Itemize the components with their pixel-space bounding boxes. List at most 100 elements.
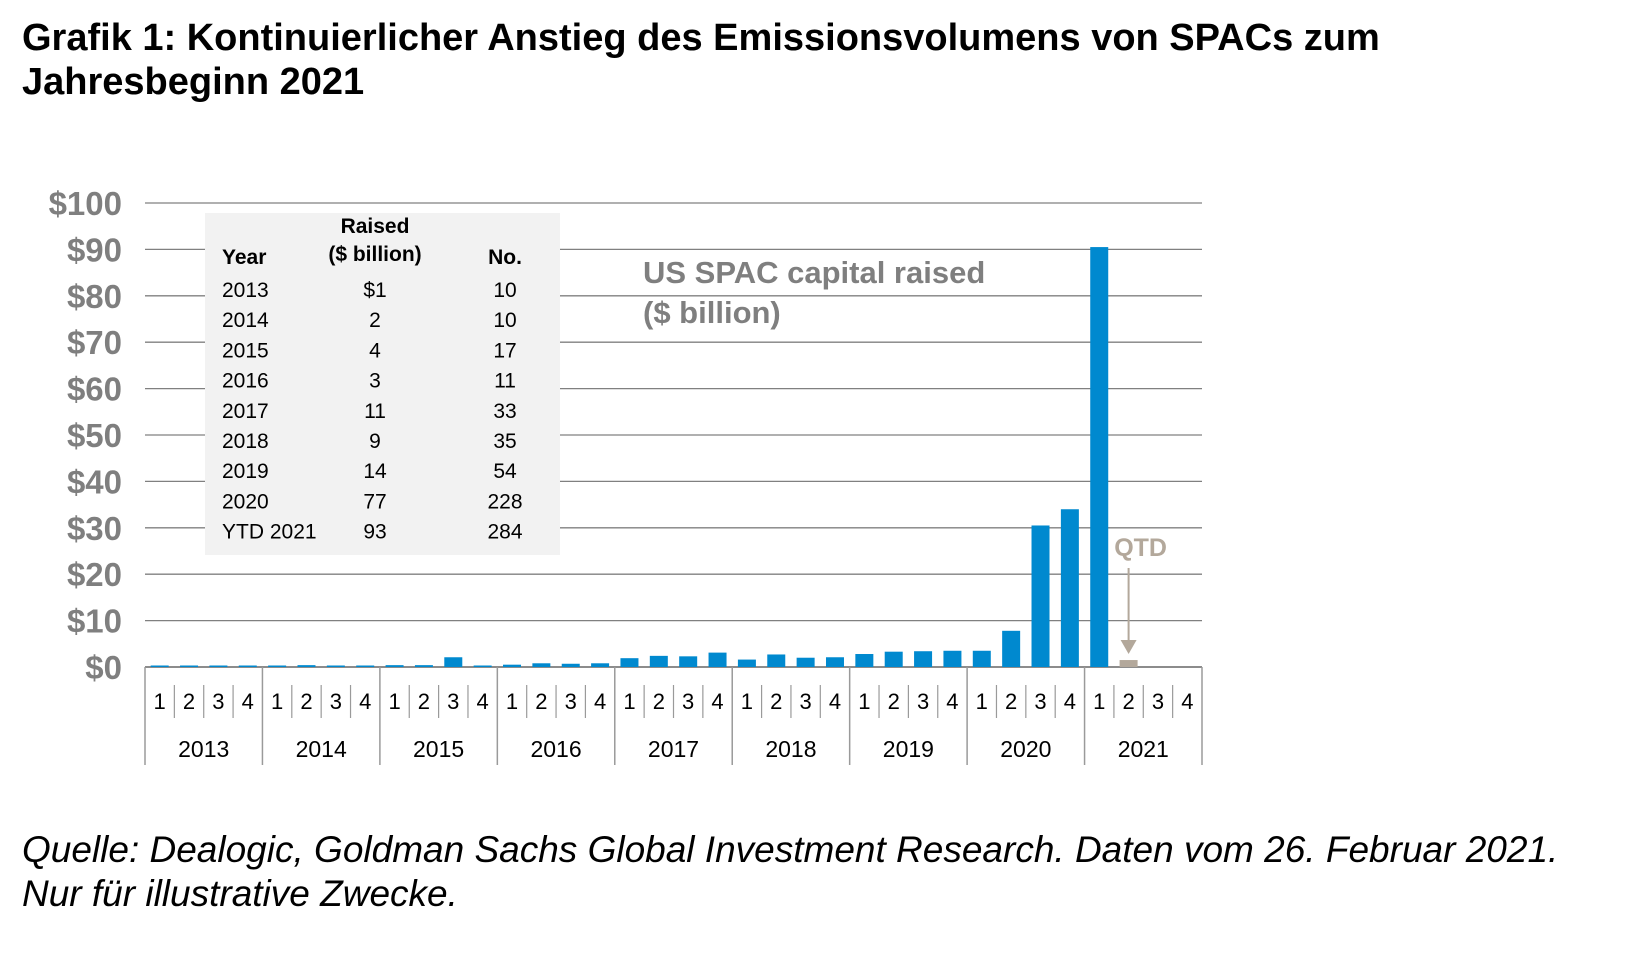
quarter-label: 4	[1181, 689, 1193, 714]
table-header-no: No.	[488, 246, 522, 269]
quarter-label: 2	[653, 689, 665, 714]
table-cell: 2017	[222, 400, 269, 423]
bar	[414, 665, 433, 667]
qtd-label: QTD	[1114, 534, 1167, 562]
bar	[943, 650, 962, 667]
table-cell: 284	[487, 521, 522, 544]
table-cell: 54	[493, 460, 517, 483]
bar	[503, 664, 522, 667]
bar	[591, 663, 610, 667]
bar	[796, 657, 815, 667]
table-cell: $1	[363, 279, 386, 302]
table-cell: 2016	[222, 370, 269, 393]
quarter-label: 1	[858, 689, 870, 714]
qtd-annotation: QTD	[1114, 534, 1167, 654]
quarter-label: 1	[506, 689, 518, 714]
bar	[972, 650, 991, 667]
bar	[444, 657, 463, 667]
table-header-year: Year	[222, 246, 266, 269]
table-cell: 3	[369, 370, 381, 393]
bar-qtd	[1119, 660, 1138, 667]
table-cell: 228	[487, 490, 522, 513]
chart-title-line: ($ billion)	[643, 295, 781, 330]
table-cell: 2014	[222, 309, 269, 332]
qtd-arrow-head	[1120, 640, 1137, 654]
quarter-label: 3	[917, 689, 929, 714]
bar	[679, 656, 698, 667]
quarter-label: 2	[1122, 689, 1134, 714]
y-tick-label: $30	[67, 510, 122, 547]
table-cell: 2019	[222, 460, 269, 483]
bar	[649, 655, 668, 667]
table-cell: 9	[369, 430, 381, 453]
quarter-label: 2	[300, 689, 312, 714]
bar	[914, 651, 933, 667]
quarter-label: 1	[1093, 689, 1105, 714]
quarter-label: 1	[388, 689, 400, 714]
quarter-label: 4	[711, 689, 723, 714]
quarter-label: 1	[623, 689, 635, 714]
quarter-label: 2	[535, 689, 547, 714]
quarter-label: 3	[1034, 689, 1046, 714]
quarter-label: 2	[770, 689, 782, 714]
table-cell: 11	[364, 400, 386, 423]
table-cell: 2020	[222, 490, 269, 513]
quarter-label: 3	[565, 689, 577, 714]
quarter-label: 1	[271, 689, 283, 714]
figure-title: Grafik 1: Kontinuierlicher Anstieg des E…	[22, 17, 1380, 103]
year-label: 2013	[178, 736, 229, 762]
table-cell: 2013	[222, 279, 269, 302]
bar	[297, 665, 316, 667]
y-tick-label: $20	[67, 556, 122, 593]
table-cell: 93	[363, 521, 386, 544]
quarter-label: 4	[1064, 689, 1076, 714]
bar-series	[150, 247, 1138, 667]
chart-title-line: US SPAC capital raised	[643, 255, 985, 290]
y-tick-label: $10	[67, 603, 122, 640]
table-cell: 33	[493, 400, 516, 423]
quarter-label: 4	[946, 689, 958, 714]
bar	[532, 663, 551, 667]
table-cell: 10	[493, 279, 516, 302]
bar	[737, 659, 756, 667]
y-tick-label: $0	[85, 649, 122, 686]
table-cell: 4	[369, 339, 381, 362]
y-tick-label: $80	[67, 278, 122, 315]
bar	[884, 651, 903, 667]
quarter-label: 3	[1152, 689, 1164, 714]
bar	[767, 654, 786, 667]
quarter-label: 3	[682, 689, 694, 714]
year-label: 2020	[1000, 736, 1051, 762]
quarter-label: 3	[330, 689, 342, 714]
table-cell: 2015	[222, 339, 269, 362]
table-header-raised: Raised	[341, 215, 410, 238]
y-tick-label: $60	[67, 371, 122, 408]
year-label: 2014	[296, 736, 347, 762]
bar	[561, 663, 580, 667]
bar	[356, 665, 375, 667]
bar	[268, 665, 287, 667]
table-header-raised-unit: ($ billion)	[328, 243, 421, 266]
table-cell: 2018	[222, 430, 269, 453]
x-axis: 1 2 3 4 1 2 3 4 1 2 3 4 1 2 3 4 1 2 3 4 1 2 3 4 1 2 3 4 1 2 3 4 1 2 3 42013…	[144, 667, 1203, 765]
y-axis-labels: $0 $10 $20 $30 $40 $50 $60 $70 $80 $90 $100	[49, 185, 122, 686]
table-cell: 35	[493, 430, 516, 453]
table-cell: 10	[493, 309, 516, 332]
quarter-label: 4	[477, 689, 489, 714]
chart-title: US SPAC capital raised ($ billion)	[643, 255, 985, 330]
quarter-label: 4	[594, 689, 606, 714]
year-label: 2018	[765, 736, 816, 762]
quarter-label: 4	[829, 689, 841, 714]
bar	[708, 652, 727, 667]
y-tick-label: $90	[67, 231, 122, 268]
bar	[209, 665, 228, 667]
bar	[180, 665, 199, 667]
summary-table-background	[205, 213, 560, 555]
bar	[620, 658, 639, 667]
quarter-label: 1	[154, 689, 166, 714]
bar	[473, 665, 492, 667]
year-label: 2021	[1118, 736, 1169, 762]
quarter-label: 4	[242, 689, 254, 714]
year-label: 2016	[530, 736, 581, 762]
